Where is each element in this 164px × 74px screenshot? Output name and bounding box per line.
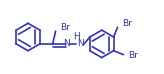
Text: Br: Br: [61, 23, 70, 32]
Text: N: N: [63, 39, 70, 48]
Text: H: H: [73, 32, 80, 41]
Text: N: N: [77, 39, 83, 48]
Text: Br: Br: [128, 51, 138, 60]
Text: Br: Br: [123, 19, 132, 28]
